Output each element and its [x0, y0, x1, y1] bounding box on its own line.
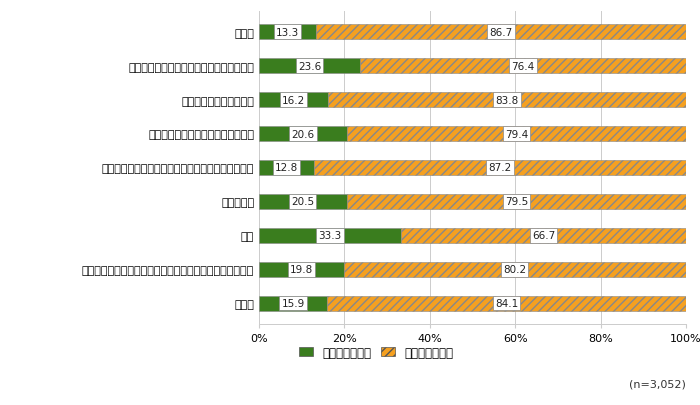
Text: 19.8: 19.8 — [290, 265, 313, 275]
Bar — [344, 262, 686, 277]
Text: 76.4: 76.4 — [511, 62, 535, 71]
Bar — [360, 59, 686, 74]
Text: 23.6: 23.6 — [298, 62, 321, 71]
Bar — [259, 194, 346, 210]
Text: 83.8: 83.8 — [496, 95, 519, 105]
Bar — [259, 126, 347, 142]
Text: 13.3: 13.3 — [276, 28, 299, 38]
Bar — [259, 296, 327, 311]
Text: 79.5: 79.5 — [505, 197, 528, 207]
Bar — [347, 126, 686, 142]
Text: 87.2: 87.2 — [488, 163, 512, 173]
Bar — [259, 59, 360, 74]
Text: 20.5: 20.5 — [291, 197, 314, 207]
Text: 80.2: 80.2 — [503, 265, 526, 275]
Text: 12.8: 12.8 — [274, 163, 298, 173]
Text: 20.6: 20.6 — [291, 129, 314, 139]
Text: 15.9: 15.9 — [281, 298, 304, 309]
Legend: したことがある, したことがない: したことがある, したことがない — [299, 346, 454, 359]
Bar — [259, 228, 401, 243]
Text: 66.7: 66.7 — [532, 231, 555, 241]
Bar — [259, 262, 344, 277]
Text: 16.2: 16.2 — [282, 95, 305, 105]
Bar — [328, 93, 686, 108]
Bar — [314, 160, 686, 176]
Text: 86.7: 86.7 — [489, 28, 512, 38]
Text: 84.1: 84.1 — [495, 298, 518, 309]
Bar — [259, 160, 314, 176]
Bar — [259, 93, 328, 108]
Text: (n=3,052): (n=3,052) — [629, 379, 686, 389]
Bar — [346, 194, 686, 210]
Text: 33.3: 33.3 — [318, 231, 342, 241]
Bar — [259, 25, 316, 40]
Text: 79.4: 79.4 — [505, 129, 528, 139]
Bar — [316, 25, 686, 40]
Bar — [401, 228, 686, 243]
Bar — [327, 296, 686, 311]
